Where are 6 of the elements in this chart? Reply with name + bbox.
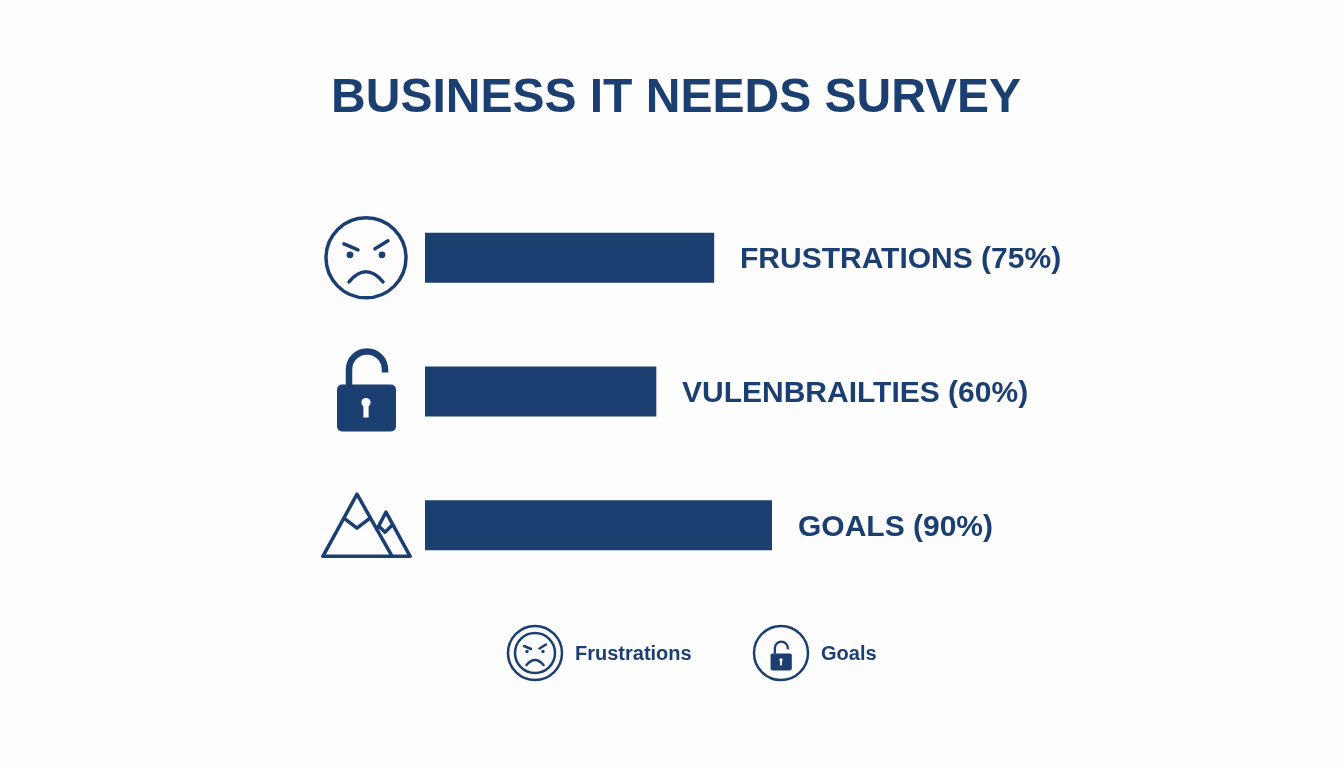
- text: Frustrations: [575, 642, 692, 664]
- chart-title: BUSINESS IT NEEDS SURVEY: [331, 68, 1022, 122]
- text: Goals: [821, 642, 877, 664]
- data-label: VULENBRAILTIES (60%): [682, 375, 1029, 408]
- data-label: FRUSTRATIONS (75%): [740, 241, 1062, 274]
- data-label: GOALS (90%): [798, 509, 994, 542]
